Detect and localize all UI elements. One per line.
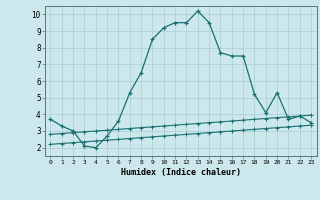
X-axis label: Humidex (Indice chaleur): Humidex (Indice chaleur) xyxy=(121,168,241,177)
